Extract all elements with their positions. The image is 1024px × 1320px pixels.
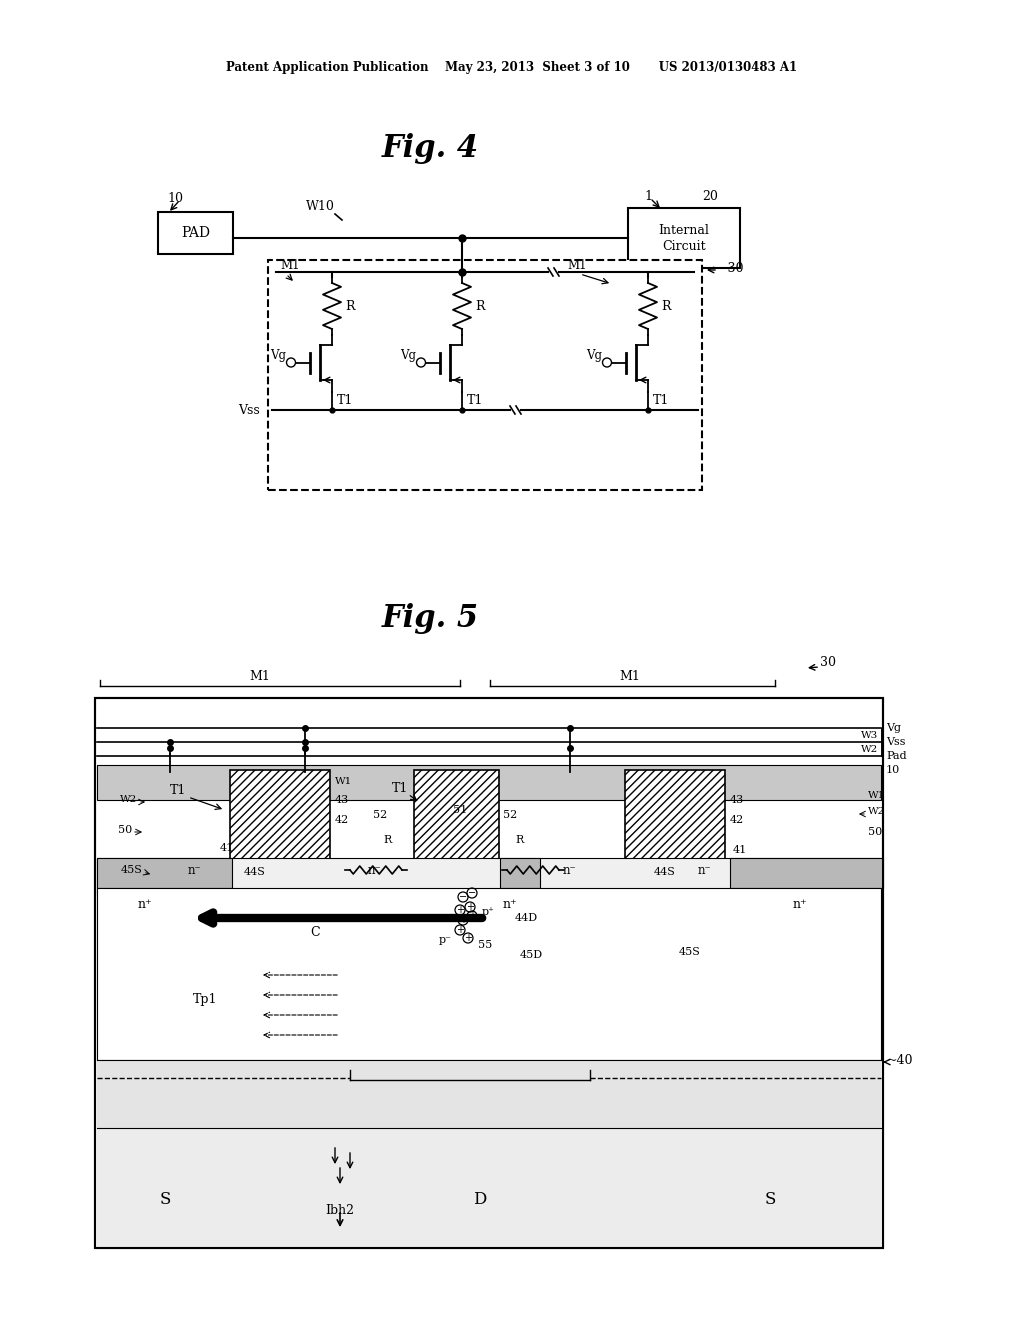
Text: n⁻: n⁻ bbox=[188, 863, 202, 876]
Text: C: C bbox=[310, 925, 319, 939]
Text: R: R bbox=[475, 300, 484, 313]
Text: W1: W1 bbox=[335, 777, 352, 787]
Text: W10: W10 bbox=[305, 201, 335, 214]
Bar bbox=[97, 766, 881, 800]
Text: Vg: Vg bbox=[586, 348, 602, 362]
Text: 50: 50 bbox=[868, 828, 883, 837]
Bar bbox=[95, 698, 883, 1247]
Text: T1: T1 bbox=[392, 781, 409, 795]
Bar bbox=[97, 888, 881, 1060]
Bar bbox=[158, 213, 233, 253]
Text: T1: T1 bbox=[170, 784, 186, 796]
Text: +: + bbox=[459, 915, 467, 925]
Text: Ibh2: Ibh2 bbox=[326, 1204, 354, 1217]
Text: 45S: 45S bbox=[121, 865, 143, 875]
Bar bbox=[625, 770, 725, 862]
Bar bbox=[97, 858, 232, 888]
Text: Vg: Vg bbox=[400, 348, 416, 362]
Bar bbox=[230, 770, 330, 862]
Bar bbox=[730, 858, 883, 888]
Bar bbox=[97, 1129, 881, 1247]
Bar bbox=[268, 260, 702, 490]
Text: n⁺: n⁺ bbox=[137, 899, 153, 912]
Bar bbox=[628, 209, 740, 268]
Text: +: + bbox=[456, 906, 464, 915]
Text: 44S: 44S bbox=[654, 867, 676, 876]
Text: ~30: ~30 bbox=[718, 261, 744, 275]
Text: PAD: PAD bbox=[181, 226, 210, 240]
Text: T1: T1 bbox=[653, 393, 670, 407]
Text: W2: W2 bbox=[861, 744, 878, 754]
Text: T1: T1 bbox=[337, 393, 353, 407]
Text: 30: 30 bbox=[820, 656, 836, 669]
Text: S: S bbox=[764, 1192, 776, 1209]
Text: M1: M1 bbox=[250, 671, 270, 682]
Text: R: R bbox=[516, 836, 524, 845]
Text: M1: M1 bbox=[567, 259, 587, 272]
Text: Vss: Vss bbox=[886, 737, 905, 747]
Text: 45S: 45S bbox=[679, 946, 701, 957]
Text: +: + bbox=[464, 933, 472, 942]
Text: W2: W2 bbox=[868, 808, 886, 817]
Text: 44S: 44S bbox=[244, 867, 266, 876]
Text: n⁻: n⁻ bbox=[368, 863, 382, 876]
Text: p⁺: p⁺ bbox=[481, 907, 495, 917]
Text: 10: 10 bbox=[167, 191, 183, 205]
Text: n⁻: n⁻ bbox=[698, 863, 712, 876]
Text: +: + bbox=[456, 925, 464, 935]
Text: p⁻: p⁻ bbox=[438, 935, 452, 945]
Text: −: − bbox=[468, 888, 476, 898]
Text: 10: 10 bbox=[886, 766, 900, 775]
Text: 52: 52 bbox=[373, 810, 387, 820]
Text: 51: 51 bbox=[453, 805, 467, 814]
Text: M1: M1 bbox=[280, 259, 299, 272]
Text: Fig. 4: Fig. 4 bbox=[381, 132, 478, 164]
Text: 45D: 45D bbox=[520, 950, 543, 960]
Text: D: D bbox=[473, 1192, 486, 1209]
Text: Vg: Vg bbox=[270, 348, 286, 362]
Text: Tp1: Tp1 bbox=[193, 994, 217, 1006]
Text: R: R bbox=[384, 836, 392, 845]
Text: Internal: Internal bbox=[658, 223, 710, 236]
Text: W2: W2 bbox=[120, 796, 137, 804]
Text: 1: 1 bbox=[644, 190, 652, 202]
Bar bbox=[414, 770, 499, 862]
Text: M1: M1 bbox=[620, 671, 640, 682]
Bar bbox=[95, 698, 883, 1247]
Text: 44D: 44D bbox=[515, 913, 539, 923]
Text: 50: 50 bbox=[118, 825, 132, 836]
Text: n⁺: n⁺ bbox=[793, 899, 807, 912]
Text: Circuit: Circuit bbox=[663, 239, 706, 252]
Text: n⁺: n⁺ bbox=[503, 899, 517, 912]
Text: W3: W3 bbox=[861, 730, 878, 739]
Bar bbox=[97, 1060, 881, 1129]
Text: Fig. 5: Fig. 5 bbox=[381, 602, 478, 634]
Text: Patent Application Publication    May 23, 2013  Sheet 3 of 10       US 2013/0130: Patent Application Publication May 23, 2… bbox=[226, 62, 798, 74]
Text: +: + bbox=[468, 911, 476, 921]
Text: 41: 41 bbox=[733, 845, 748, 855]
Text: ~40: ~40 bbox=[887, 1053, 913, 1067]
Text: −: − bbox=[459, 892, 467, 902]
Text: T1: T1 bbox=[467, 393, 483, 407]
Text: Vss: Vss bbox=[239, 404, 260, 417]
Text: 55: 55 bbox=[478, 940, 493, 950]
Text: W1: W1 bbox=[868, 791, 886, 800]
Text: 42: 42 bbox=[730, 814, 744, 825]
Text: Vg: Vg bbox=[886, 723, 901, 733]
Text: 20: 20 bbox=[702, 190, 718, 202]
Text: R: R bbox=[662, 300, 671, 313]
Bar bbox=[500, 858, 540, 888]
Text: 41: 41 bbox=[220, 843, 234, 853]
Text: R: R bbox=[345, 300, 354, 313]
Text: +: + bbox=[466, 902, 474, 912]
Text: S: S bbox=[160, 1192, 171, 1209]
Text: 52: 52 bbox=[503, 810, 517, 820]
Text: n⁻: n⁻ bbox=[563, 863, 577, 876]
Text: 43: 43 bbox=[335, 795, 349, 805]
Text: Pad: Pad bbox=[886, 751, 906, 762]
Bar bbox=[97, 858, 881, 895]
Text: 42: 42 bbox=[335, 814, 349, 825]
Text: 43: 43 bbox=[730, 795, 744, 805]
